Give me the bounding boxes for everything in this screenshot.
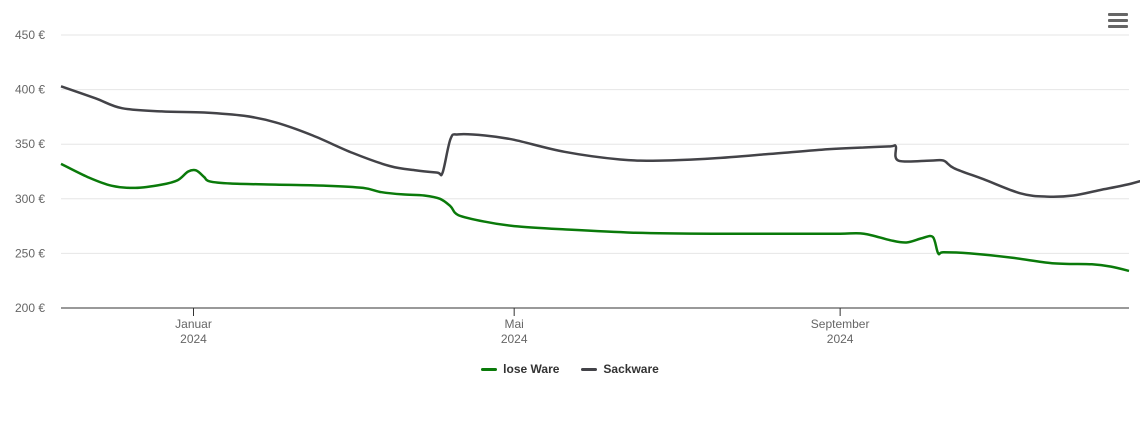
grid-lines [61,34,1129,254]
legend-item-sackware[interactable]: Sackware [581,362,659,376]
y-tick-label: 300 € [15,192,45,206]
legend-label-lose-ware: lose Ware [503,362,560,376]
y-tick-label: 450 € [15,28,45,42]
y-tick-label: 350 € [15,137,45,151]
series-lines [60,85,1140,273]
legend: lose Ware Sackware [0,362,1140,376]
y-axis-ticks: 200 € 250 € 300 € 350 € 400 € 450 € [15,28,45,315]
y-tick-label: 250 € [15,246,45,260]
series-line-sackware[interactable] [60,85,1140,199]
x-tick-label-year: 2024 [501,332,528,346]
x-tick-label-month: Mai [504,317,523,331]
legend-label-sackware: Sackware [603,362,659,376]
x-tick-label-month: September [811,317,870,331]
series-line-lose-ware[interactable] [60,162,1130,273]
menu-bar [1108,19,1128,22]
menu-bar [1108,25,1128,28]
legend-swatch-lose-ware [481,367,498,371]
hamburger-menu-icon[interactable] [1108,13,1128,31]
x-tick-label-year: 2024 [180,332,207,346]
x-tick-label-month: Januar [175,317,212,331]
menu-bar [1108,13,1128,16]
y-tick-label: 200 € [15,301,45,315]
legend-item-lose-ware[interactable]: lose Ware [481,362,559,376]
legend-swatch-sackware [581,367,598,371]
x-tick-label-year: 2024 [827,332,854,346]
y-tick-label: 400 € [15,83,45,97]
